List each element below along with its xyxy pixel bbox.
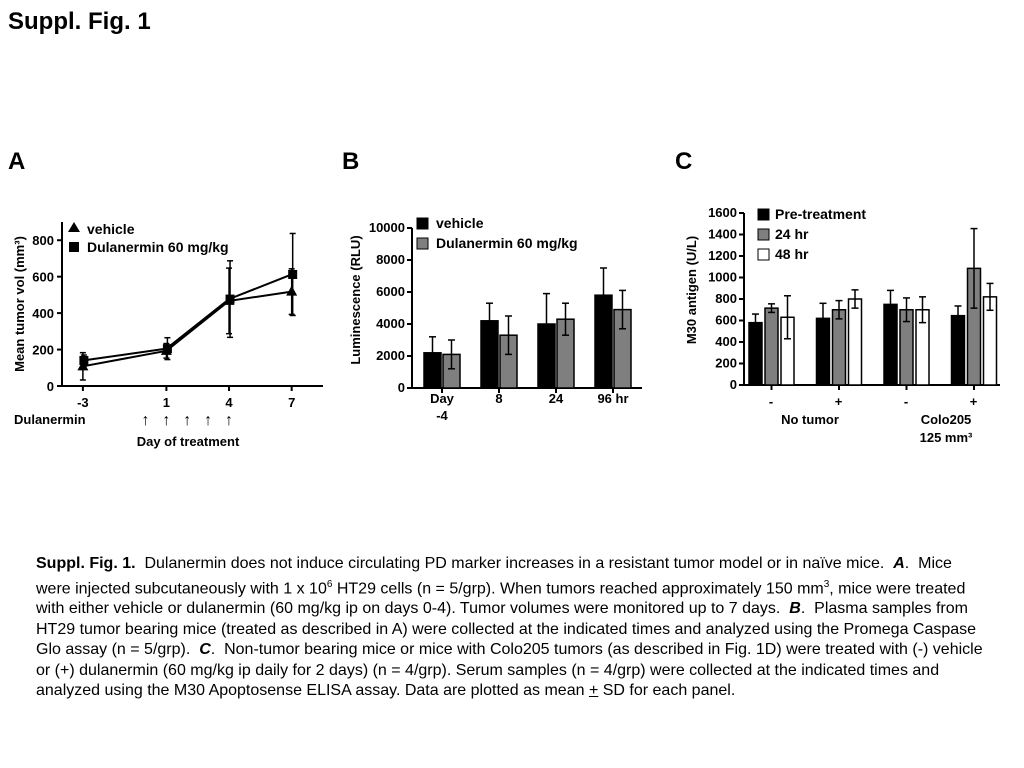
caption-b-text: Plasma samples from HT29 tumor bearing m…: [36, 600, 977, 659]
chart-b-ytick-label: 10000: [369, 220, 405, 235]
chart-c-xtick-label: -: [904, 394, 908, 409]
chart-c-bar: [847, 298, 863, 386]
chart-b-legend-swatch: [416, 237, 429, 250]
chart-c-xtick-label: +: [970, 394, 978, 409]
chart-b-legend-swatch: [416, 217, 429, 230]
caption-c-text-2: SD for each panel.: [598, 682, 736, 700]
chart-c-bar: [748, 321, 763, 386]
chart-c-ytick-label: 0: [730, 377, 737, 392]
chart-a-point-square: [288, 269, 298, 279]
caption-letter-a: A: [893, 555, 905, 572]
chart-b-ytick-label: 4000: [376, 316, 405, 331]
figure-caption: Suppl. Fig. 1. Dulanermin does not induc…: [36, 555, 983, 700]
chart-b-ylabel: Luminescence (RLU): [348, 235, 363, 364]
chart-c-xtick-label: -: [769, 394, 773, 409]
caption-intro: Dulanermin does not induce circulating P…: [144, 555, 885, 572]
chart-a-dosing-arrow: ↑: [204, 412, 212, 429]
chart-c-ytick-label: 1200: [708, 248, 737, 263]
chart-a-series-line: [82, 273, 293, 362]
caption-a-sup: 6: [326, 578, 333, 590]
chart-c-legend-label: Pre-treatment: [775, 206, 866, 222]
chart-a-ytick-label: 400: [32, 306, 54, 321]
chart-c: 0 200 400 600 800 1000 1200 1400 1600 - + - + Pre-tre…: [708, 205, 1000, 409]
chart-a-xtick-label: 7: [288, 395, 295, 410]
chart-c-ytick-label: 400: [715, 334, 737, 349]
chart-c-ytick-label: 200: [715, 356, 737, 371]
caption-a-sup2: 3: [823, 578, 830, 590]
chart-a-dosing-label: Dulanermin: [14, 412, 86, 427]
chart-b-ytick-label: 0: [398, 380, 405, 395]
chart-a-legend-label: vehicle: [87, 221, 135, 237]
chart-c-xtick-label: +: [835, 394, 843, 409]
chart-c-group-colo: Colo205: [921, 412, 972, 427]
panel-label-a: A: [8, 148, 26, 175]
chart-c-ytick-label: 1600: [708, 205, 737, 220]
chart-b-xtick-label: Day: [430, 391, 455, 406]
caption-a-text-2: HT29 cells (n = 5/grp). When tumors reac…: [332, 579, 824, 597]
chart-a-ytick-label: 600: [32, 270, 54, 285]
panel-label-b: B: [342, 148, 360, 175]
chart-c-ytick-label: 600: [715, 313, 737, 328]
chart-b-legend-label: vehicle: [436, 215, 484, 231]
chart-c-ytick-label: 1400: [708, 227, 737, 242]
caption-a-text-1: Mice were injected subcutaneously with 1…: [36, 555, 952, 597]
chart-c-legend-swatch: [757, 208, 770, 221]
caption-letter-c: C: [199, 641, 211, 659]
chart-c-legend-label: 48 hr: [775, 246, 809, 262]
chart-b-xtick-label: 8: [495, 391, 502, 406]
chart-a-legend-label: Dulanermin 60 mg/kg: [87, 239, 229, 255]
caption-a-text-3: , mice were treated with either vehicle …: [36, 579, 966, 618]
chart-a-xtick-label: -3: [77, 395, 89, 410]
caption-label: Suppl. Fig. 1.: [36, 555, 136, 572]
chart-c-legend-label: 24 hr: [775, 226, 809, 242]
chart-b-legend-label: Dulanermin 60 mg/kg: [436, 235, 578, 251]
chart-a-xtick-label: 1: [163, 395, 170, 410]
chart-a-series-line: [82, 290, 292, 368]
chart-a-legend-square-icon: [69, 242, 79, 252]
chart-c-group-no-tumor: No tumor: [781, 412, 839, 427]
chart-a-point-square: [79, 355, 89, 365]
chart-a-ytick-label: 800: [32, 233, 54, 248]
chart-a-point-square: [162, 344, 172, 354]
caption-c-text-1: Non-tumor bearing mice or mice with Colo…: [36, 641, 983, 700]
chart-b: 0 2000 4000 6000 8000 10000 Day -4 8 24 96 hr vehic…: [369, 215, 642, 423]
chart-a-ytick-label: 200: [32, 343, 54, 358]
caption-letter-b: B: [789, 600, 801, 618]
chart-a-xtick-label: 4: [225, 395, 233, 410]
chart-b-xtick-label: -4: [436, 408, 448, 423]
chart-c-ylabel: M30 antigen (U/L): [684, 236, 699, 344]
caption-plus-minus: +: [588, 682, 599, 700]
chart-b-xtick-label: 96 hr: [597, 391, 628, 406]
page-title: Suppl. Fig. 1: [8, 8, 151, 35]
chart-a-dosing-arrow: ↑: [183, 412, 191, 429]
chart-a-xlabel: Day of treatment: [137, 434, 240, 449]
chart-a-point-square: [225, 294, 235, 304]
chart-c-bar: [764, 307, 779, 386]
panel-label-c: C: [675, 148, 693, 175]
chart-a-point-triangle: [286, 285, 298, 296]
chart-b-ytick-label: 2000: [376, 348, 405, 363]
chart-c-bar: [831, 309, 847, 386]
chart-b-ytick-label: 8000: [376, 252, 405, 267]
chart-c-legend-swatch: [757, 248, 770, 261]
chart-c-group-colo-size: 125 mm³: [920, 430, 973, 445]
chart-b-ytick-label: 6000: [376, 284, 405, 299]
chart-c-ytick-label: 800: [715, 291, 737, 306]
chart-a-legend-triangle-icon: [68, 222, 80, 232]
chart-a-ylabel: Mean tumor vol (mm³): [12, 236, 27, 372]
chart-b-xtick-label: 24: [549, 391, 564, 406]
chart-a-dosing-arrow: ↑: [142, 412, 150, 429]
chart-a: 0 200 400 600 800 -3 1 4 7 vehicle Dulanermin 60 m…: [32, 221, 323, 429]
chart-a-dosing-arrow: ↑: [225, 412, 233, 429]
chart-c-legend-swatch: [757, 228, 770, 241]
chart-c-ytick-label: 1000: [708, 270, 737, 285]
chart-a-dosing-arrow: ↑: [162, 412, 170, 429]
chart-a-ytick-label: 0: [47, 379, 54, 394]
